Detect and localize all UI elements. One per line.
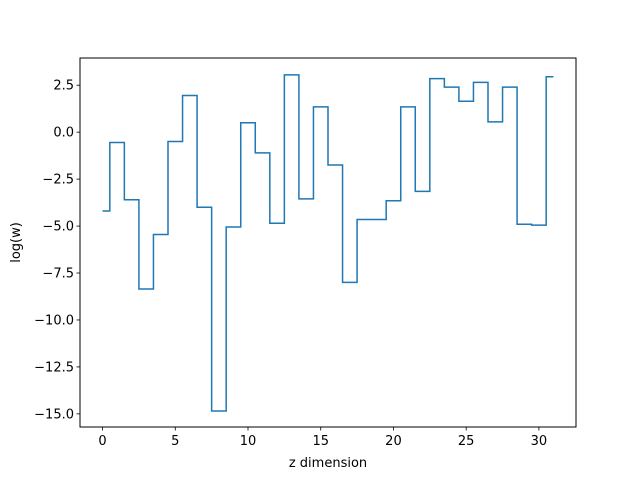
y-tick-label: −5.0 [42,220,74,235]
y-tick-label: −15.0 [34,407,74,422]
y-tick-label: −12.5 [34,360,74,375]
series-line-0 [102,74,554,412]
x-axis-ticks: 0 5 10 15 20 25 30 [98,427,547,449]
x-tick-label: 0 [98,434,106,449]
x-tick-label: 10 [240,434,257,449]
y-tick-label: −2.5 [42,173,74,188]
series-layer [102,74,554,412]
x-tick-label: 25 [458,434,475,449]
y-axis-label: log(w) [9,222,24,263]
x-tick-label: 30 [531,434,548,449]
plot-frame [79,57,577,428]
y-tick-label: 0.0 [53,126,74,141]
x-tick-label: 20 [385,434,402,449]
y-tick-label: 2.5 [53,79,74,94]
y-tick-label: −7.5 [42,267,74,282]
y-axis-ticks: 2.5 0.0 −2.5 −5.0 −7.5 −10.0 −12.5 −15.0 [34,79,80,422]
x-tick-label: 5 [171,434,179,449]
y-tick-label: −10.0 [34,313,74,328]
x-axis-label: z dimension [289,456,367,471]
x-tick-label: 15 [312,434,329,449]
